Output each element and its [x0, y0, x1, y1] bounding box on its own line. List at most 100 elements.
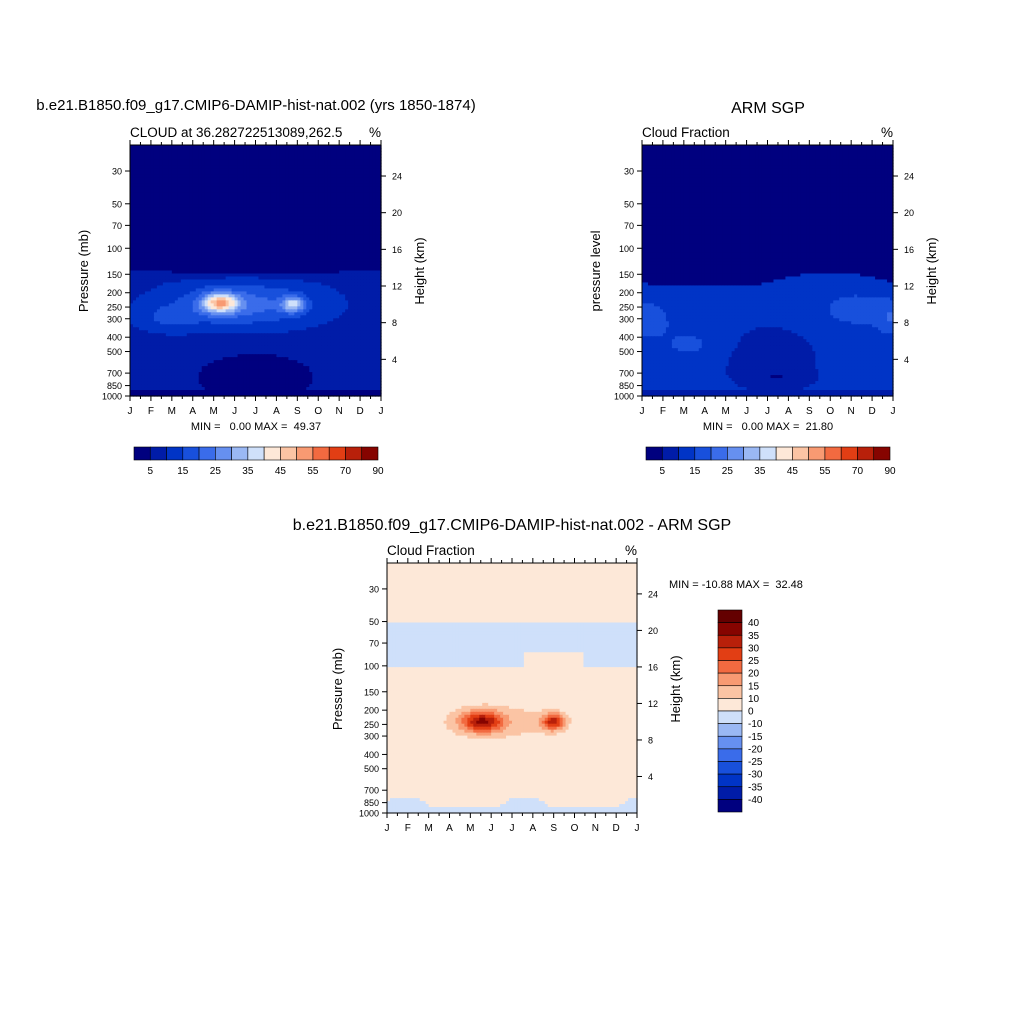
model-cell — [204, 195, 209, 200]
model-cell — [369, 213, 373, 218]
model-cell — [318, 192, 322, 197]
model-cell — [219, 145, 224, 149]
model-cell — [366, 198, 370, 203]
model-cell — [135, 145, 140, 149]
model-cell — [267, 159, 272, 164]
model-cell — [324, 195, 328, 200]
model-cell — [195, 156, 200, 161]
model-cell — [138, 207, 143, 212]
model-cell — [192, 177, 197, 182]
model-cell — [237, 204, 242, 209]
model-cell — [180, 201, 185, 206]
model-cell — [297, 213, 301, 218]
model-cell — [255, 153, 260, 158]
model-cell — [252, 147, 257, 152]
model-cell — [345, 162, 349, 167]
model-cell — [336, 162, 340, 167]
model-cell — [171, 174, 176, 179]
model-cell — [369, 147, 373, 152]
model-cell — [171, 198, 176, 203]
model-cell — [192, 216, 197, 221]
model-cell — [168, 207, 173, 212]
model-cell — [174, 204, 179, 209]
model-cell — [201, 145, 206, 149]
model-cell — [204, 198, 209, 203]
model-cell — [345, 145, 349, 149]
model-cell — [222, 186, 227, 191]
model-cell — [312, 174, 316, 179]
model-cell — [192, 207, 197, 212]
model-cell — [156, 174, 161, 179]
model-cell — [204, 156, 209, 161]
model-cell — [165, 189, 170, 194]
model-cell — [192, 156, 197, 161]
model-cell — [366, 195, 370, 200]
model-cell — [252, 207, 257, 212]
model-cell — [372, 153, 376, 158]
model-cell — [267, 192, 272, 197]
model-cell — [312, 180, 316, 185]
model-cell — [333, 192, 337, 197]
model-cell — [216, 147, 221, 152]
model-cell — [240, 204, 245, 209]
model-cell — [267, 153, 272, 158]
model-cell — [255, 198, 260, 203]
model-cell — [189, 165, 194, 170]
model-cell — [306, 168, 310, 173]
model-cell — [333, 145, 337, 149]
model-cell — [297, 171, 301, 176]
model-cell — [198, 192, 203, 197]
model-cell — [150, 147, 155, 152]
model-cell — [342, 201, 346, 206]
model-cell — [171, 156, 176, 161]
model-cell — [210, 204, 215, 209]
model-cell — [297, 153, 301, 158]
model-cell — [330, 180, 334, 185]
model-cell — [186, 165, 191, 170]
model-cell — [348, 145, 352, 149]
model-cell — [153, 174, 158, 179]
model-cell — [279, 216, 283, 221]
model-cell — [318, 162, 322, 167]
model-cell — [138, 162, 143, 167]
model-cell — [339, 192, 343, 197]
model-cell — [294, 159, 298, 164]
model-cell — [240, 207, 245, 212]
model-cell — [249, 192, 254, 197]
model-cell — [234, 156, 239, 161]
model-cell — [315, 213, 319, 218]
model-cell — [291, 210, 295, 215]
model-cell — [141, 207, 146, 212]
model-cell — [309, 207, 313, 212]
model-cell — [144, 216, 149, 221]
model-cell — [318, 201, 322, 206]
model-cell — [297, 201, 301, 206]
model-cell — [207, 198, 212, 203]
model-cell — [354, 171, 358, 176]
model-cell — [144, 165, 149, 170]
model-cell — [303, 153, 307, 158]
model-cell — [180, 150, 185, 155]
model-cell — [183, 195, 188, 200]
model-cell — [135, 162, 140, 167]
model-cell — [270, 210, 275, 215]
model-cell — [228, 168, 233, 173]
model-cell — [210, 183, 215, 188]
model-cell — [261, 183, 266, 188]
model-cell — [135, 207, 140, 212]
model-cell — [291, 147, 295, 152]
model-cell — [327, 189, 331, 194]
model-cell — [321, 156, 325, 161]
model-cell — [180, 216, 185, 221]
model-cell — [351, 165, 355, 170]
model-cell — [219, 159, 224, 164]
model-cell — [318, 180, 322, 185]
model-cell — [270, 192, 275, 197]
model-cell — [246, 162, 251, 167]
model-cell — [216, 210, 221, 215]
model-cell — [378, 147, 382, 152]
model-cell — [186, 201, 191, 206]
model-cell — [234, 204, 239, 209]
model-cell — [279, 204, 283, 209]
model-cell — [174, 171, 179, 176]
